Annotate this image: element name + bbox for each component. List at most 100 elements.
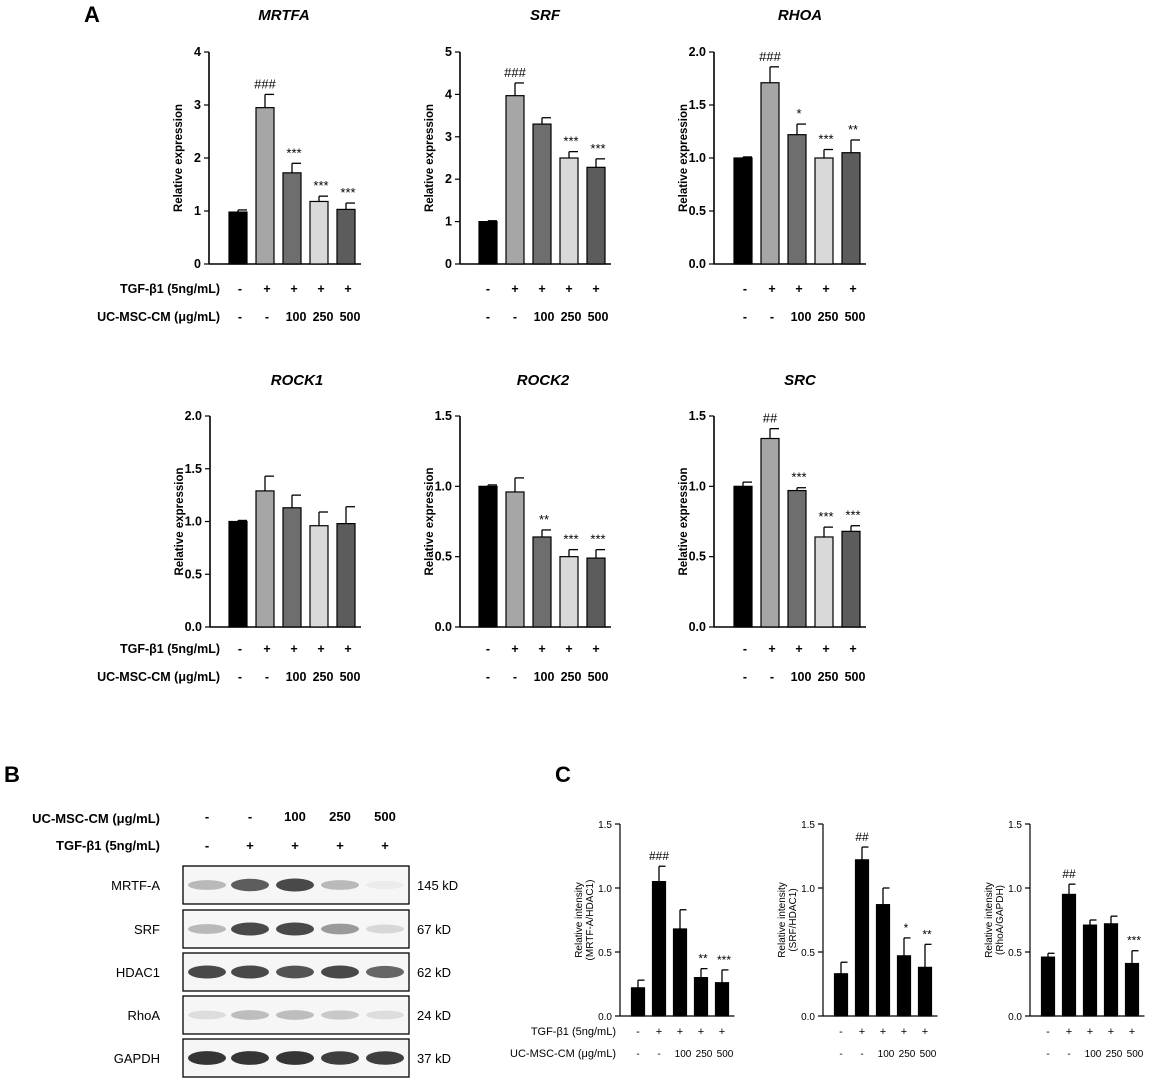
msc-value: 500 <box>920 1049 937 1060</box>
bar <box>559 556 579 628</box>
blot-band <box>276 922 314 936</box>
bar <box>651 880 667 1017</box>
panel-c-letter: C <box>555 762 571 787</box>
y-tick-label: 0.0 <box>689 620 706 634</box>
bar <box>478 485 498 628</box>
tgf-value: + <box>538 642 545 656</box>
blot-protein-label: SRF <box>134 922 160 937</box>
tgf-value: + <box>795 642 802 656</box>
blot-band <box>188 924 226 934</box>
blot-band <box>366 924 404 934</box>
msc-value: - <box>265 310 269 324</box>
msc-value: 500 <box>1127 1049 1144 1060</box>
bar <box>841 152 861 265</box>
tgf-value: + <box>290 282 297 296</box>
tgf-value: + <box>1087 1026 1093 1038</box>
msc-value: 100 <box>675 1049 692 1060</box>
y-tick-label: 0.5 <box>689 550 706 564</box>
tgf-value: + <box>1129 1026 1135 1038</box>
tgf-value: + <box>849 282 856 296</box>
tgf-value: - <box>238 642 242 656</box>
y-tick-label: 2.0 <box>185 409 202 423</box>
y-axis-label: Relative expression <box>424 104 436 212</box>
y-tick-label: 2 <box>445 172 452 186</box>
significance-label: *** <box>818 509 833 524</box>
y-tick-label: 1.5 <box>435 409 452 423</box>
tgf-row-label: TGF-β1 (5ng/mL) <box>120 642 220 656</box>
bar <box>336 523 356 628</box>
significance-label: *** <box>791 470 806 485</box>
blot-msc-value: - <box>205 809 209 824</box>
bar <box>854 859 870 1017</box>
y-tick-label: 0.0 <box>598 1012 612 1023</box>
bar <box>478 221 498 265</box>
tgf-value: + <box>538 282 545 296</box>
bar <box>917 966 933 1017</box>
tgf-value: + <box>719 1026 725 1038</box>
chart-8: 0.0 0.5 1.0 1.5 Relative intensity (SRF/HDAC1… <box>777 820 938 1023</box>
msc-value: - <box>238 670 242 684</box>
blot-band <box>188 1051 226 1065</box>
tgf-value: + <box>290 642 297 656</box>
tgf-value: + <box>677 1026 683 1038</box>
significance-label: *** <box>845 508 860 523</box>
y-tick-label: 1.0 <box>801 884 815 895</box>
msc-value: 250 <box>818 670 839 684</box>
tgf-value: + <box>344 642 351 656</box>
y-tick-label: 0 <box>445 257 452 271</box>
chart-1: 0 1 2 3 4 Relative expression MRTFA ### *** *** **… <box>173 7 361 271</box>
bar <box>532 536 552 628</box>
tgf-value: + <box>565 282 572 296</box>
msc-value: 250 <box>561 670 582 684</box>
blot-row-srf: SRF 67 kD <box>134 909 451 949</box>
blot-size-label: 37 kD <box>417 1051 451 1066</box>
tgf-value: + <box>263 642 270 656</box>
msc-row-label: UC-MSC-CM (μg/mL) <box>97 310 220 324</box>
condition-table-c3: - + + + + - - 100 250 500 <box>1046 1026 1144 1060</box>
blot-protein-label: MRTF-A <box>111 878 160 893</box>
bar <box>875 904 891 1017</box>
bar <box>714 982 730 1017</box>
y-axis-label: Relative expression <box>424 467 436 575</box>
blot-band <box>231 965 269 979</box>
bar <box>760 82 780 265</box>
y-tick-label: 4 <box>445 87 452 101</box>
msc-row-label: UC-MSC-CM (μg/mL) <box>97 670 220 684</box>
blot-size-label: 67 kD <box>417 922 451 937</box>
panel-a-letter: A <box>84 2 100 27</box>
bar <box>586 166 606 265</box>
y-axis-label: Relative expression <box>678 104 690 212</box>
y-tick-label: 0 <box>194 257 201 271</box>
tgf-value: + <box>880 1026 886 1038</box>
y-tick-label: 1.5 <box>1008 820 1022 831</box>
msc-row-label: UC-MSC-CM (μg/mL) <box>510 1048 616 1060</box>
blot-band <box>276 965 314 979</box>
y-tick-label: 0.5 <box>689 204 706 218</box>
significance-label: *** <box>286 145 301 160</box>
blot-row-rhoa: RhoA 24 kD <box>127 995 451 1035</box>
tgf-value: - <box>839 1026 843 1038</box>
tgf-value: + <box>698 1026 704 1038</box>
y-tick-label: 1.0 <box>1008 884 1022 895</box>
condition-table-c1: TGF-β1 (5ng/mL) UC-MSC-CM (μg/mL) - + + + + - - 1… <box>510 1026 734 1060</box>
bar <box>336 208 356 265</box>
msc-value: - <box>839 1049 842 1060</box>
tgf-value: + <box>901 1026 907 1038</box>
msc-value: - <box>486 670 490 684</box>
bar <box>787 134 807 265</box>
blot-msc-value: 250 <box>329 809 351 824</box>
significance-label: ** <box>698 952 708 966</box>
blot-row-mrtf-a: MRTF-A 145 kD <box>111 865 458 905</box>
significance-label: ### <box>759 49 781 64</box>
tgf-row-label: TGF-β1 (5ng/mL) <box>120 282 220 296</box>
bar <box>630 987 646 1017</box>
tgf-value: - <box>238 282 242 296</box>
significance-label: ### <box>254 76 276 91</box>
condition-table-c2: - + + + + - - 100 250 500 <box>839 1026 937 1060</box>
y-tick-label: 0.5 <box>185 567 202 581</box>
msc-value: 100 <box>534 670 555 684</box>
msc-value: 100 <box>534 310 555 324</box>
y-axis-label: Relative intensity <box>984 882 995 958</box>
y-tick-label: 1.5 <box>185 462 202 476</box>
blot-row-hdac1: HDAC1 62 kD <box>116 952 451 992</box>
